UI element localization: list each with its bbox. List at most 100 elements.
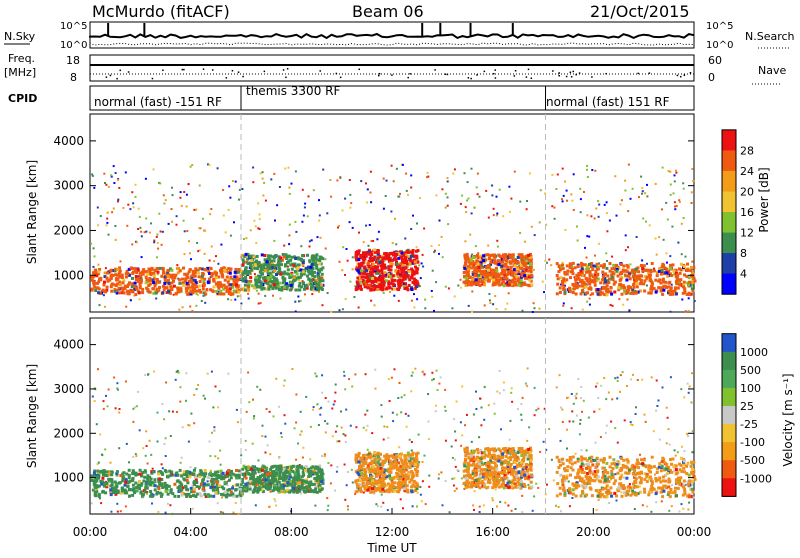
echo-cell — [188, 183, 190, 185]
echo-cell — [644, 414, 646, 416]
echo-cell — [204, 398, 206, 400]
band-cell — [381, 256, 384, 259]
echo-cell — [642, 504, 644, 506]
y-tick-label: 4000 — [53, 134, 84, 148]
echo-cell — [491, 185, 493, 187]
nave-point — [336, 73, 338, 75]
nave-point — [476, 74, 478, 76]
echo-cell — [688, 297, 690, 299]
nave-point — [684, 74, 686, 76]
echo-cell — [467, 181, 469, 183]
echo-cell — [618, 298, 620, 300]
nave-point — [391, 74, 393, 76]
echo-cell — [404, 238, 406, 240]
band-cell — [662, 289, 665, 292]
echo-cell — [278, 457, 280, 459]
band-cell — [107, 478, 110, 481]
band-cell — [143, 476, 146, 479]
band-cell — [597, 293, 600, 296]
band-cell — [177, 495, 180, 498]
band-cell — [579, 273, 582, 276]
echo-cell — [396, 168, 398, 170]
band-cell — [293, 484, 296, 487]
echo-cell — [461, 434, 463, 436]
echo-cell — [561, 198, 563, 200]
band-cell — [253, 267, 256, 270]
band-cell — [184, 277, 187, 280]
echo-cell — [252, 399, 254, 401]
band-cell — [569, 276, 572, 279]
echo-cell — [671, 284, 673, 286]
band-cell — [214, 271, 217, 274]
band-cell — [244, 284, 247, 287]
echo-cell — [496, 214, 498, 216]
band-cell — [233, 290, 236, 293]
echo-cell — [183, 220, 185, 222]
echo-cell — [400, 411, 402, 413]
band-cell — [305, 465, 308, 468]
echo-cell — [346, 484, 348, 486]
band-cell — [98, 493, 101, 496]
band-cell — [254, 263, 257, 266]
echo-cell — [451, 446, 453, 448]
band-cell — [686, 293, 689, 296]
band-cell — [91, 279, 94, 282]
band-cell — [294, 289, 297, 292]
band-cell — [633, 272, 636, 275]
band-cell — [464, 256, 467, 259]
band-cell — [629, 277, 632, 280]
band-cell — [163, 485, 166, 488]
echo-cell — [431, 290, 433, 292]
echo-cell — [291, 368, 293, 370]
echo-cell — [392, 412, 394, 414]
echo-cell — [598, 216, 600, 218]
y-tick-label: 1000 — [53, 268, 84, 282]
echo-cell — [256, 290, 258, 292]
echo-cell — [611, 256, 613, 258]
band-cell — [470, 262, 473, 265]
echo-cell — [147, 463, 149, 465]
echo-cell — [223, 215, 225, 217]
echo-cell — [466, 200, 468, 202]
band-cell — [481, 279, 484, 282]
echo-cell — [144, 231, 146, 233]
band-cell — [514, 264, 517, 267]
echo-cell — [168, 410, 170, 412]
echo-cell — [625, 234, 627, 236]
echo-cell — [619, 391, 621, 393]
echo-cell — [418, 434, 420, 436]
band-cell — [190, 487, 193, 490]
echo-cell — [627, 210, 629, 212]
echo-cell — [526, 200, 528, 202]
echo-cell — [519, 232, 521, 234]
echo-cell — [445, 193, 447, 195]
band-cell — [114, 481, 117, 484]
echo-cell — [261, 435, 263, 437]
band-cell — [564, 291, 567, 294]
band-cell — [470, 283, 473, 286]
band-cell — [131, 285, 134, 288]
echo-cell — [445, 286, 447, 288]
band-cell — [284, 490, 287, 493]
colorbar-tick-label: 24 — [740, 165, 754, 178]
band-cell — [135, 486, 138, 489]
band-cell — [522, 268, 525, 271]
echo-cell — [640, 176, 642, 178]
band-cell — [679, 272, 682, 275]
band-cell — [383, 252, 386, 255]
echo-cell — [416, 246, 418, 248]
band-cell — [119, 283, 122, 286]
echo-cell — [341, 427, 343, 429]
band-cell — [376, 288, 379, 291]
echo-cell — [448, 287, 450, 289]
nave-point — [120, 70, 122, 72]
band-cell — [376, 272, 379, 275]
nave-point — [531, 78, 533, 80]
band-cell — [626, 289, 629, 292]
band-cell — [269, 272, 272, 275]
band-cell — [149, 279, 152, 282]
echo-cell — [273, 173, 275, 175]
echo-cell — [564, 181, 566, 183]
echo-cell — [533, 495, 535, 497]
band-cell — [466, 280, 469, 283]
